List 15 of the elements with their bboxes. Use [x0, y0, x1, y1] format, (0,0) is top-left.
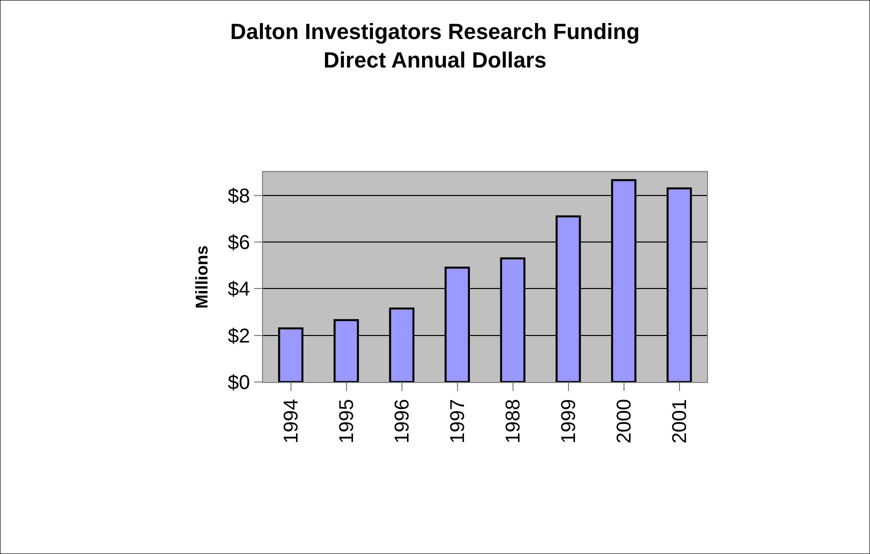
y-tick-label: $6 [228, 232, 250, 254]
x-tick-label: 1997 [446, 399, 469, 444]
x-tick-label: 1994 [280, 399, 302, 444]
x-tick-label: 1995 [336, 399, 358, 444]
x-tick-label: 2000 [613, 399, 636, 444]
x-tick-label: 1996 [391, 399, 414, 444]
chart-title: Dalton Investigators Research Funding Direct Annual Dollars [230, 18, 640, 72]
y-tick-label: $0 [228, 372, 250, 394]
y-axis-title: Millions [192, 245, 212, 309]
y-tick-label: $8 [228, 185, 250, 208]
x-tick-label: 2001 [668, 399, 691, 444]
y-tick-label: $2 [228, 325, 250, 348]
x-tick-label: 1999 [558, 399, 580, 444]
y-tick-label: $4 [228, 278, 250, 301]
x-tick-label: 1988 [502, 399, 524, 444]
